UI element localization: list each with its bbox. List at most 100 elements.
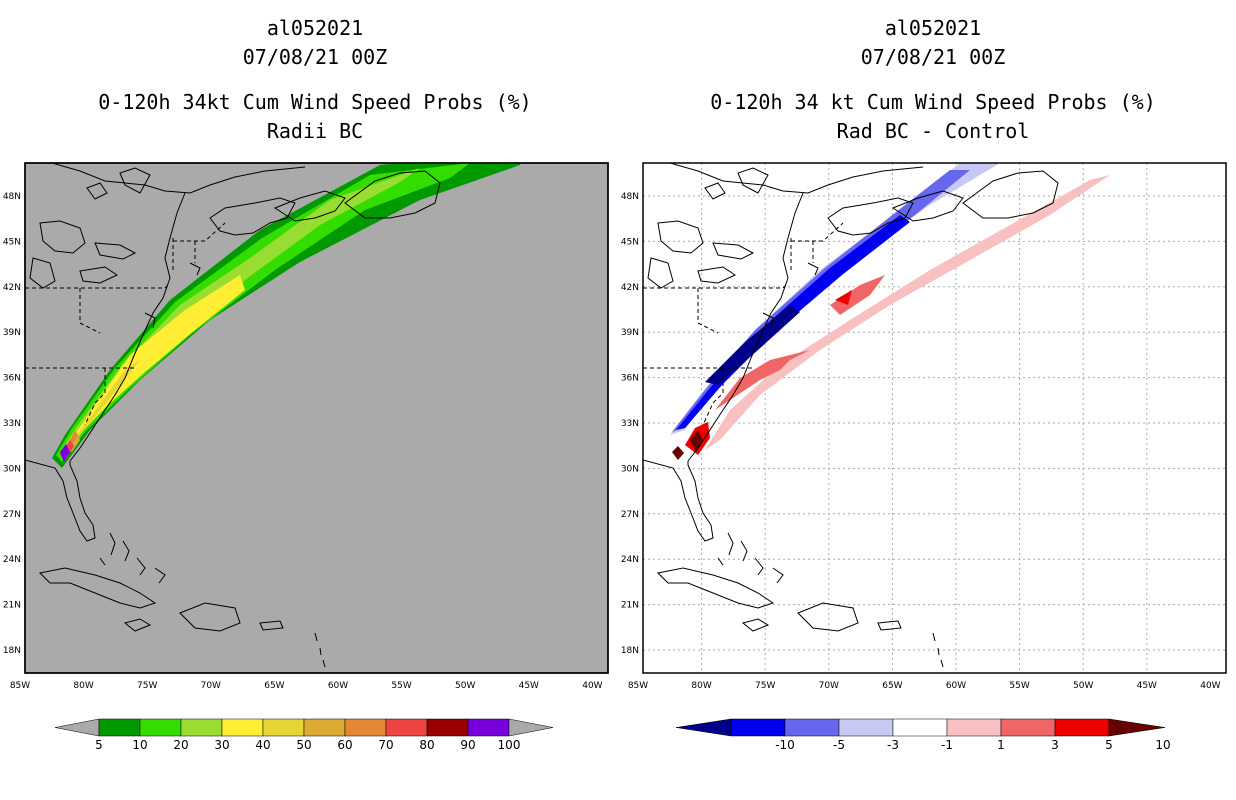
lat-label: 27N [3,510,21,520]
lon-label: 50W [455,681,475,691]
lat-label: 24N [621,555,639,565]
right-map-background [643,163,1226,673]
lat-label: 33N [621,419,639,429]
lat-label: 27N [621,510,639,520]
lat-label: 39N [621,328,639,338]
right-map: 48N 45N 42N 39N 36N 33N 30N 27N 24N 21N 18N 85W 80W… [621,162,1227,691]
lat-label: 18N [621,646,639,656]
left-probability-swath [25,163,520,668]
lat-label: 39N [3,328,21,338]
legend-label: 70 [378,738,393,752]
left-product-title: 0-120h 34kt Cum Wind Speed Probs (%) [98,90,532,114]
right-subtitle: Rad BC - Control [836,119,1030,143]
right-color-legend: -10 -5 -3 -1 1 3 5 10 [675,718,1171,752]
legend-label: -5 [833,738,845,752]
lon-label: 60W [946,681,966,691]
legend-swatch [262,718,305,737]
legend-swatch [98,718,141,737]
lon-label: 60W [328,681,348,691]
lat-label: 48N [3,192,21,202]
lat-label: 45N [3,237,21,247]
lat-label: 18N [3,646,21,656]
lon-label: 70W [819,681,839,691]
legend-arrow-left [675,718,732,737]
legend-swatch [892,718,948,737]
left-longitude-labels: 85W 80W 75W 70W 65W 60W 55W 50W 45W 40W [10,681,603,691]
legend-label: 10 [132,738,147,752]
legend-label: -10 [775,738,795,752]
legend-swatch [426,718,469,737]
lat-label: 36N [621,374,639,384]
left-storm-id: al052021 [266,16,364,40]
lon-label: 55W [1009,681,1029,691]
lon-label: 70W [201,681,221,691]
lon-label: 40W [582,681,602,691]
legend-label: 50 [296,738,311,752]
lat-label: 21N [621,601,639,611]
lon-label: 75W [755,681,775,691]
lon-label: 65W [882,681,902,691]
left-title-block: al052021 07/08/21 00Z 0-120h 34kt Cum Wi… [22,14,608,146]
legend-arrow-left [54,718,100,737]
lon-label: 40W [1200,681,1220,691]
lat-label: 36N [3,374,21,384]
lon-label: 45W [1137,681,1157,691]
left-color-legend: 5 10 20 30 40 50 60 70 80 90 100 [54,718,554,752]
legend-label: 100 [498,738,521,752]
right-storm-id: al052021 [884,16,982,40]
lon-label: 80W [691,681,711,691]
legend-label: 5 [95,738,103,752]
legend-label: 80 [419,738,434,752]
right-datetime: 07/08/21 00Z [860,45,1006,69]
legend-swatch [838,718,894,737]
left-subtitle: Radii BC [266,119,364,143]
lon-label: 80W [73,681,93,691]
legend-label: 10 [1155,738,1170,752]
lat-label: 33N [3,419,21,429]
legend-label: 1 [997,738,1005,752]
legend-swatch [1000,718,1056,737]
lat-label: 24N [3,555,21,565]
left-datetime: 07/08/21 00Z [242,45,388,69]
left-latitude-labels: 48N 45N 42N 39N 36N 33N 30N 27N 24N 21N 18N [3,192,21,656]
lat-label: 42N [621,283,639,293]
legend-swatch [946,718,1002,737]
legend-swatch [730,718,786,737]
legend-swatch [784,718,840,737]
lat-label: 21N [3,601,21,611]
lat-label: 30N [3,464,21,474]
lon-label: 75W [137,681,157,691]
right-difference-swath [643,163,1110,668]
lat-label: 30N [621,464,639,474]
lon-label: 45W [519,681,539,691]
legend-swatch [1054,718,1110,737]
legend-label: 3 [1051,738,1059,752]
legend-label: 5 [1105,738,1113,752]
legend-arrow-right [508,718,554,737]
right-product-title: 0-120h 34 kt Cum Wind Speed Probs (%) [710,90,1156,114]
lat-label: 48N [621,192,639,202]
legend-label: 90 [460,738,475,752]
legend-swatch [467,718,510,737]
legend-label: 60 [337,738,352,752]
legend-label: -1 [941,738,953,752]
legend-label: 40 [255,738,270,752]
legend-swatch [139,718,182,737]
right-latitude-labels: 48N 45N 42N 39N 36N 33N 30N 27N 24N 21N 18N [621,192,639,656]
legend-swatch [385,718,428,737]
right-title-block: al052021 07/08/21 00Z 0-120h 34 kt Cum W… [640,14,1226,146]
legend-swatch [180,718,223,737]
legend-label: 20 [173,738,188,752]
lon-label: 55W [391,681,411,691]
lat-label: 42N [3,283,21,293]
lon-label: 65W [264,681,284,691]
lon-label: 85W [10,681,30,691]
legend-swatch [344,718,387,737]
legend-label: -3 [887,738,899,752]
lon-label: 50W [1073,681,1093,691]
legend-swatch [221,718,264,737]
lat-label: 45N [621,237,639,247]
lon-label: 85W [628,681,648,691]
legend-swatch [303,718,346,737]
